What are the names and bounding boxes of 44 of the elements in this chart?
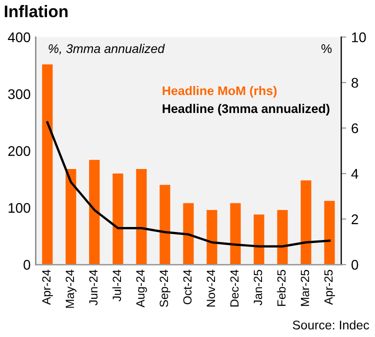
x-tick-label: Dec-24 bbox=[230, 270, 239, 306]
x-tick-label: Apr-25 bbox=[324, 270, 335, 305]
x-tick-label: Nov-24 bbox=[206, 270, 216, 306]
text: Headline MoM (rhs) bbox=[162, 86, 277, 98]
y-tick-label: 200 bbox=[8, 146, 30, 156]
y-axis-title: %, 3mma annualized bbox=[48, 44, 165, 55]
x-tick-label: Sep-24 bbox=[160, 270, 170, 307]
line-series bbox=[46, 121, 331, 248]
bar bbox=[324, 200, 335, 265]
source-note: Source: Indec bbox=[292, 320, 370, 330]
y-tick-label: 400 bbox=[8, 32, 30, 42]
y2-tick-label: 2 bbox=[352, 214, 358, 224]
x-tick-label: Jun-24 bbox=[89, 270, 98, 306]
bar bbox=[230, 203, 241, 265]
text: Headline (3mma annualized) bbox=[162, 104, 330, 116]
bar bbox=[300, 180, 312, 265]
bar bbox=[277, 210, 288, 265]
bar bbox=[89, 160, 100, 265]
y2-axis-title: % bbox=[321, 44, 332, 54]
bar bbox=[112, 174, 124, 265]
x-tick-label: Apr-24 bbox=[42, 270, 53, 305]
bar bbox=[254, 214, 264, 265]
y-tick-label: 100 bbox=[8, 203, 30, 213]
bar bbox=[42, 64, 53, 265]
y2-tick-label: 8 bbox=[352, 78, 358, 88]
bar bbox=[66, 169, 76, 265]
bar bbox=[206, 210, 218, 265]
y2-tick-label: 4 bbox=[351, 169, 358, 179]
y2-tick-label: 10 bbox=[352, 32, 366, 42]
x-tick-label: Jan-25 bbox=[254, 270, 262, 306]
y2-tick-label: 6 bbox=[352, 123, 358, 134]
x-tick-label: Jul-24 bbox=[112, 270, 122, 302]
bar bbox=[160, 184, 170, 265]
y-tick-label: 300 bbox=[8, 89, 30, 100]
x-tick-label: Mar-25 bbox=[300, 270, 310, 306]
x-tick-label: Feb-25 bbox=[276, 270, 286, 306]
x-tick-label: May-24 bbox=[66, 270, 76, 308]
chart-title: Inflation bbox=[4, 5, 68, 18]
bar bbox=[183, 203, 194, 265]
y2-tick-label: 0 bbox=[352, 260, 358, 270]
x-tick-label: Oct-24 bbox=[183, 270, 192, 304]
x-tick-label: Aug-24 bbox=[136, 270, 147, 308]
bar bbox=[136, 169, 147, 265]
y-tick-label: 0 bbox=[24, 260, 30, 270]
